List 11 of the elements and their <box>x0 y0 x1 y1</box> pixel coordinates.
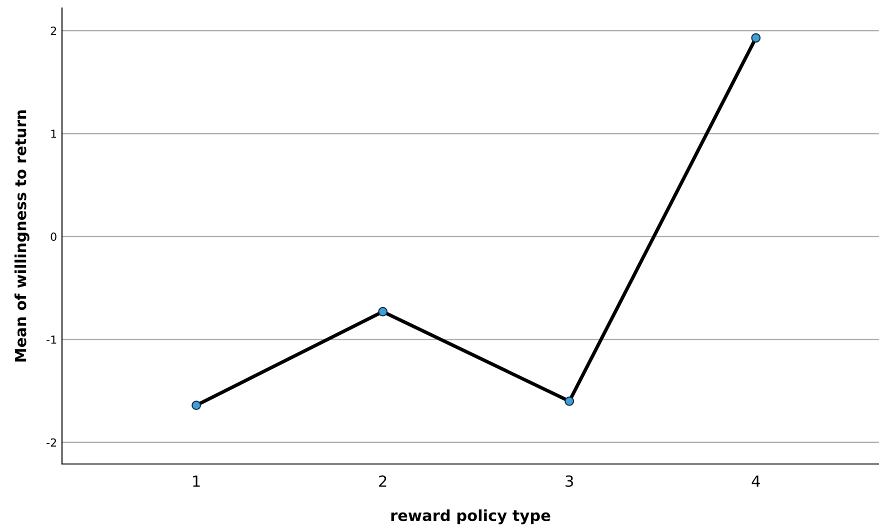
x-tick-label: 3 <box>566 475 573 487</box>
y-tick-label: -1 <box>46 336 56 344</box>
y-tick-label: 2 <box>50 26 56 35</box>
y-axis-title: Mean of willingness to return <box>14 110 30 362</box>
y-tick-label: 1 <box>51 130 56 138</box>
x-tick-label: 2 <box>379 475 386 487</box>
y-tick-label: -2 <box>46 438 56 447</box>
y-tick-label: 0 <box>50 232 56 241</box>
x-tick-label: 1 <box>193 476 200 487</box>
x-axis-title: reward policy type <box>391 509 550 524</box>
x-tick-label: 4 <box>752 476 760 487</box>
